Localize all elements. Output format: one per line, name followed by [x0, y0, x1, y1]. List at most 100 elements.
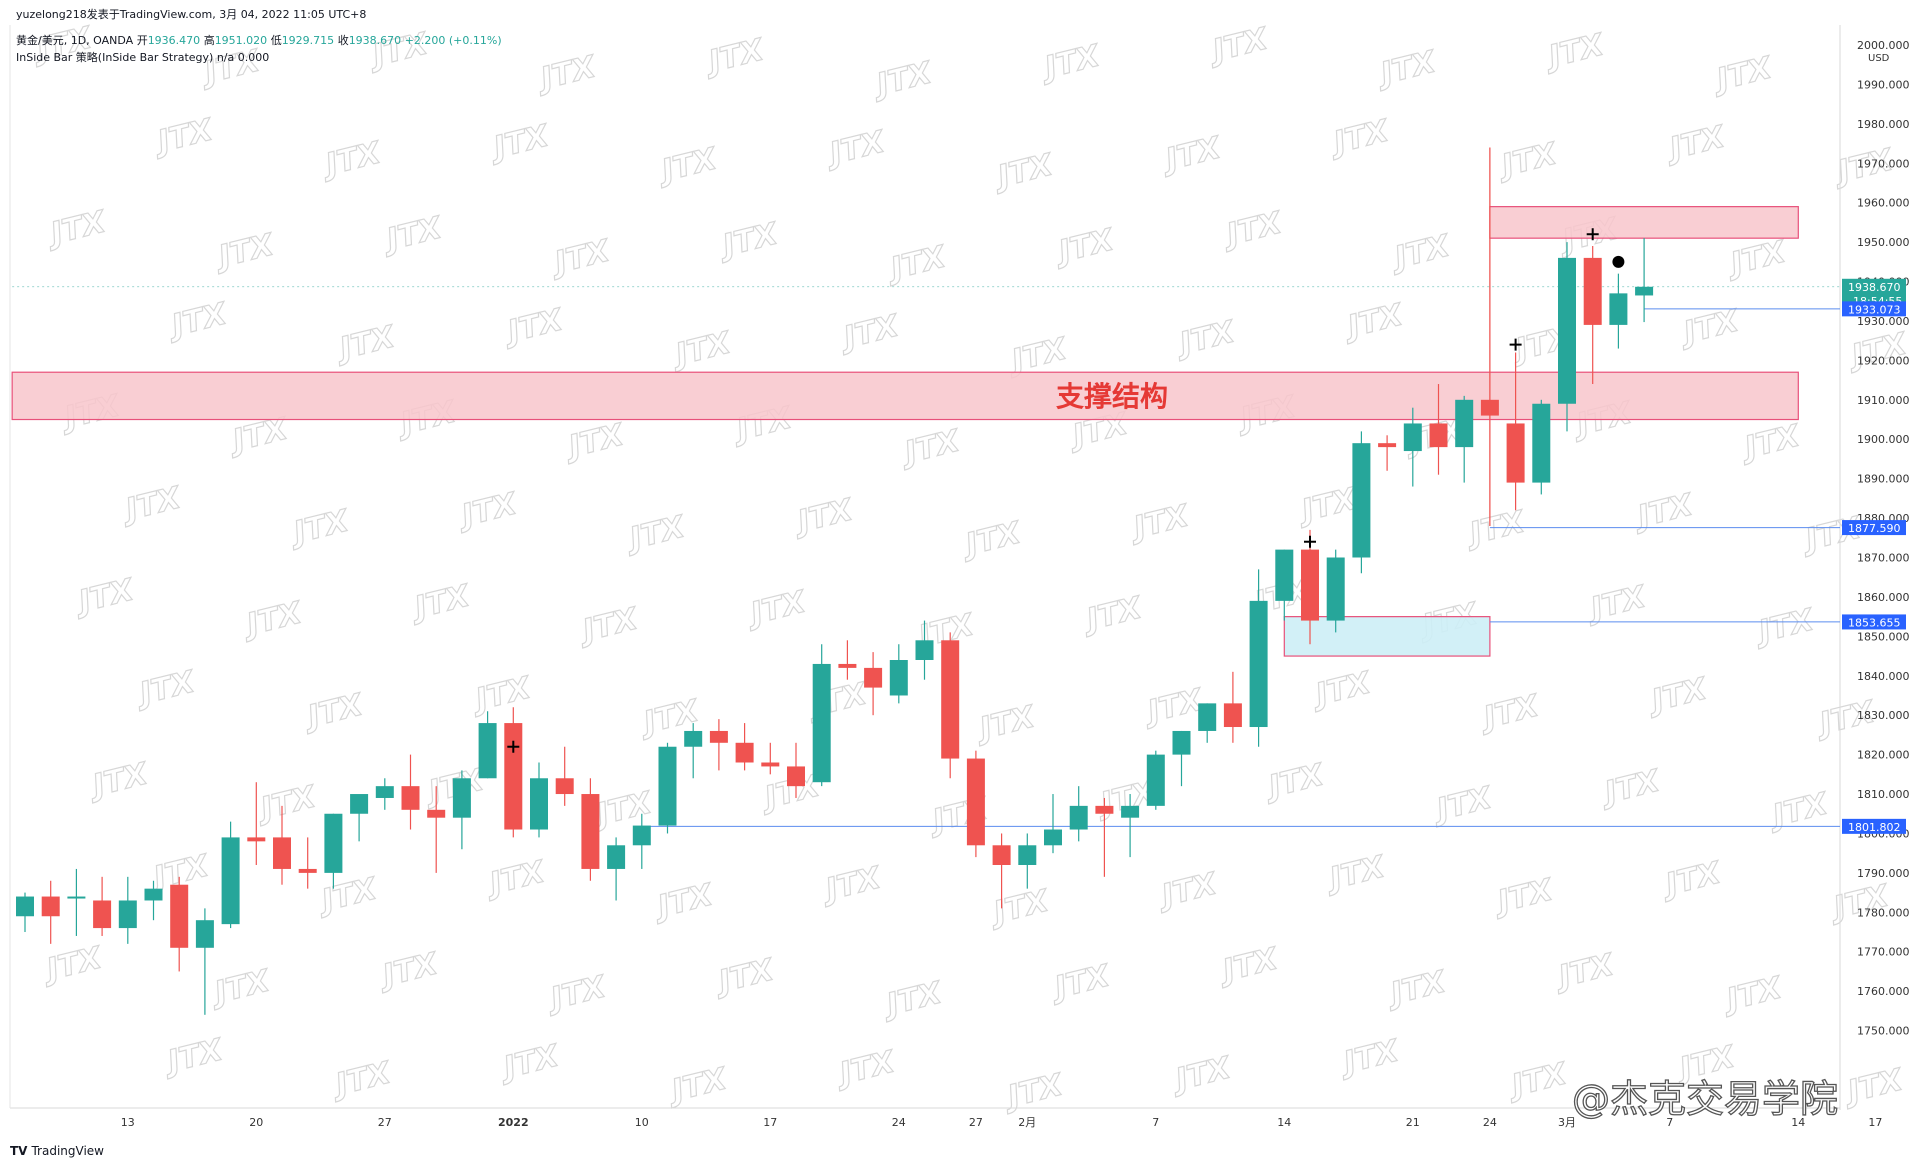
- candle: [838, 640, 857, 680]
- watermark-text: JTX: [1644, 671, 1712, 720]
- indicator-legend[interactable]: InSide Bar 策略(InSide Bar Strategy) n/a 0…: [16, 51, 270, 64]
- candle: [478, 711, 497, 779]
- watermark-text: JTX: [286, 503, 354, 552]
- candle-body: [709, 730, 728, 743]
- candle-body: [1223, 703, 1242, 728]
- watermark-text: JTX: [711, 952, 779, 1001]
- candle: [1480, 147, 1499, 526]
- candle-body: [1532, 403, 1551, 483]
- candle: [812, 644, 831, 787]
- time-tick-label: 21: [1406, 1116, 1420, 1129]
- candle: [1558, 242, 1576, 432]
- watermark-text: JTX: [990, 147, 1058, 196]
- watermark-text: JTX: [1000, 1067, 1068, 1116]
- watermark-text: JTX: [561, 417, 629, 466]
- candle: [144, 880, 163, 921]
- candle-body: [1095, 805, 1114, 814]
- candle-body: [1069, 805, 1088, 830]
- plus-marker: [1509, 338, 1522, 351]
- watermark-text: JTX: [1047, 958, 1115, 1007]
- candle-body: [118, 900, 137, 929]
- candle: [375, 778, 394, 810]
- plus-marker: [507, 740, 520, 753]
- watermark-text: JTX: [972, 699, 1040, 748]
- watermark-text: JTX: [1490, 872, 1558, 921]
- candle: [1635, 238, 1654, 323]
- candle: [607, 837, 626, 901]
- watermark-text: JTX: [897, 423, 965, 472]
- tv-logo-icon: 𝗧𝗩: [10, 1144, 28, 1158]
- tradingview-logo[interactable]: 𝗧𝗩 TradingView: [10, 1144, 104, 1158]
- price-tick-label: 1910.000: [1857, 394, 1910, 407]
- watermark-text: JTX: [1583, 579, 1651, 628]
- candle: [915, 620, 934, 680]
- candle-body: [761, 762, 780, 767]
- watermark-text: JTX: [1373, 44, 1441, 93]
- price-tag-label: 1933.073: [1848, 303, 1901, 316]
- time-tick-label: 7: [1666, 1116, 1673, 1129]
- candle-body: [1609, 293, 1628, 325]
- candle-body: [812, 663, 831, 783]
- watermark-layer: JTX JTX JTX JTX JTX JTX JTX JTX JTX JTX JTX JTX JTX J…: [28, 20, 1912, 1117]
- candle-body: [504, 723, 523, 830]
- watermark-text: JTX: [1140, 682, 1208, 731]
- watermark-text: JTX: [822, 124, 890, 173]
- symbol-label: 黄金/美元, 1D, OANDA: [16, 34, 134, 47]
- currency-label: USD: [1868, 53, 1890, 64]
- candle: [1249, 569, 1268, 747]
- watermark-text: JTX: [1322, 849, 1390, 898]
- price-tick-label: 1810.000: [1857, 788, 1910, 801]
- watermark-text: JTX: [239, 595, 307, 644]
- candle: [1403, 407, 1422, 487]
- plus-marker: [1586, 228, 1599, 241]
- price-tick-label: 1920.000: [1857, 354, 1910, 367]
- candle-body: [1583, 257, 1602, 325]
- watermark-text: JTX: [379, 210, 447, 259]
- candle: [93, 876, 112, 936]
- price-tick-label: 1950.000: [1857, 236, 1910, 249]
- candle-body: [247, 837, 266, 842]
- candle-body: [478, 723, 497, 779]
- price-tick-label: 1980.000: [1857, 118, 1910, 131]
- watermark-text: JTX: [543, 969, 611, 1018]
- candle: [581, 778, 600, 881]
- watermark-text: JTX: [668, 325, 736, 374]
- price-tag-label: 1801.802: [1848, 821, 1901, 834]
- watermark-text: JTX: [332, 319, 400, 368]
- candle: [1146, 750, 1165, 810]
- candle: [1069, 786, 1088, 842]
- candle-body: [93, 900, 112, 929]
- candle-body: [1403, 423, 1422, 452]
- close-value: 1938.670: [348, 34, 402, 47]
- time-tick-label: 24: [1483, 1116, 1497, 1129]
- candle-body: [401, 786, 420, 810]
- candle-body: [735, 742, 754, 763]
- watermark-text: JTX: [1051, 222, 1119, 271]
- candle-body: [1172, 730, 1191, 755]
- candle-body: [1326, 557, 1345, 621]
- candle-body: [1044, 829, 1062, 846]
- watermark-text: JTX: [43, 204, 111, 253]
- watermark-text: JTX: [160, 1032, 228, 1081]
- watermark-text: JTX: [1662, 119, 1730, 168]
- low-value: 1929.715: [281, 34, 335, 47]
- watermark-text: JTX: [1737, 418, 1805, 467]
- watermark-text: JTX: [533, 49, 601, 98]
- candle: [195, 908, 214, 1015]
- candle: [452, 770, 471, 850]
- watermark-text: JTX: [1429, 780, 1497, 829]
- candle-body: [1198, 703, 1217, 731]
- watermark-text: JTX: [1476, 688, 1544, 737]
- candle: [1275, 549, 1294, 621]
- watermark-text: JTX: [1826, 878, 1894, 927]
- watermark-text: JTX: [1751, 602, 1819, 651]
- watermark-text: JTX: [664, 1061, 732, 1110]
- candle-body: [581, 794, 600, 869]
- price-tick-label: 1850.000: [1857, 630, 1910, 643]
- watermark-text: JTX: [318, 135, 386, 184]
- watermark-text: JTX: [1840, 1062, 1908, 1111]
- candle-body: [632, 825, 651, 846]
- candle: [427, 786, 446, 873]
- support-structure-label: 支撑结构: [1056, 380, 1168, 413]
